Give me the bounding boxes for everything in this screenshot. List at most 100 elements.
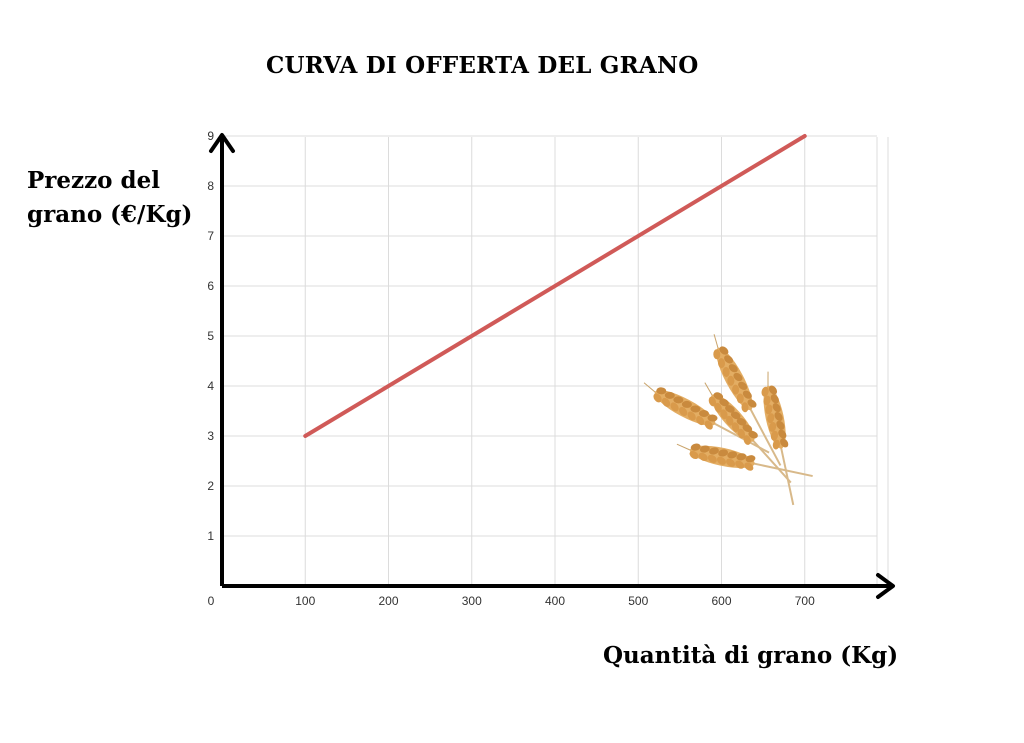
wheat-head xyxy=(710,394,755,442)
wheat-grain xyxy=(743,435,751,445)
wheat-grain xyxy=(696,416,705,426)
chart-title: CURVA DI OFFERTA DEL GRANO xyxy=(266,52,699,79)
wheat-awn xyxy=(704,382,713,396)
wheat-grain xyxy=(742,424,753,433)
wheat-awn xyxy=(713,334,719,349)
x-tick-label: 700 xyxy=(795,594,815,608)
wheat-ear-5 xyxy=(761,371,795,506)
tick-labels: 1 2 3 4 5 6 7 8 9 0 100 200 300 400 500 600 700 xyxy=(207,129,815,608)
wheat-grain xyxy=(770,430,779,441)
wheat-grain xyxy=(736,393,744,404)
wheat-grain xyxy=(690,405,701,413)
wheat-grain xyxy=(656,387,667,395)
wheat-grain xyxy=(716,456,726,465)
wheat-grain xyxy=(698,452,708,461)
y-tick-label: 6 xyxy=(207,279,214,293)
wheat-grain xyxy=(763,395,771,406)
wheat-grain xyxy=(661,397,671,407)
wheat-grain xyxy=(713,392,724,400)
y-axis-label-line-1: Prezzo del xyxy=(27,167,160,194)
series-layer xyxy=(303,134,807,438)
wheat-grain xyxy=(726,415,734,426)
wheat-grain xyxy=(707,414,718,422)
wheat-grain xyxy=(776,420,785,430)
y-tick-label: 4 xyxy=(207,379,214,393)
wheat-grain xyxy=(730,411,741,420)
wheat-grain xyxy=(722,366,730,377)
x-tick-label: 300 xyxy=(462,594,482,608)
x-tick-label: 100 xyxy=(295,594,315,608)
wheat-grain xyxy=(707,454,717,463)
wheat-grain xyxy=(772,403,781,413)
wheat-grain xyxy=(653,393,662,403)
wheat-grain xyxy=(725,405,735,413)
wheat-grain xyxy=(719,398,729,407)
x-tick-label: 400 xyxy=(545,594,565,608)
wheat-ear-3 xyxy=(713,334,782,466)
wheat-grain xyxy=(745,455,756,463)
wheat-grain xyxy=(733,372,743,382)
y-axis-arrow xyxy=(209,133,235,153)
wheat-grain xyxy=(664,391,675,399)
wheat-grain xyxy=(742,390,752,399)
wheat-grain xyxy=(778,429,787,439)
wheat-grain xyxy=(699,445,710,453)
y-tick-label: 1 xyxy=(207,529,214,543)
x-tick-label: 200 xyxy=(378,594,398,608)
y-tick-label: 3 xyxy=(207,429,214,443)
wheat-awn xyxy=(676,443,691,451)
wheat-grain xyxy=(726,458,736,467)
wheat-grain xyxy=(727,375,735,386)
wheat-grain xyxy=(718,358,726,369)
wheat-grain xyxy=(727,451,738,459)
wheat-grain xyxy=(767,413,775,424)
wheat-grain xyxy=(714,402,722,413)
wheat-grain xyxy=(744,462,754,471)
grid xyxy=(222,135,889,586)
wheat-grain xyxy=(735,460,745,469)
wheat-grain xyxy=(713,349,721,360)
wheat-grain xyxy=(732,384,740,395)
y-tick-label: 8 xyxy=(207,179,214,193)
wheat-ear-2 xyxy=(676,443,813,478)
wheat-grain xyxy=(720,409,728,420)
wheat-grain xyxy=(748,430,758,439)
wheat-grain xyxy=(772,439,780,450)
wheat-grain xyxy=(768,385,778,395)
wheat-grain xyxy=(731,422,740,433)
wheat-awn xyxy=(767,371,769,387)
wheat-grain xyxy=(673,396,684,404)
wheat-grain xyxy=(737,428,746,439)
x-tick-label: 600 xyxy=(711,594,731,608)
wheat-ear-1 xyxy=(643,382,770,454)
wheat-grain xyxy=(681,400,692,408)
wheat-ear-4 xyxy=(704,382,792,484)
wheat-grain xyxy=(679,406,688,417)
wheat-grain xyxy=(670,402,679,412)
wheat-grain xyxy=(780,438,789,448)
wheat-grain xyxy=(708,396,717,407)
wheat-grain xyxy=(738,381,748,390)
wheat-grain xyxy=(736,453,747,461)
wheat-grain xyxy=(698,410,709,418)
x-axis-label: Quantità di grano (Kg) xyxy=(603,642,899,669)
wheat-grain xyxy=(687,411,696,421)
y-axis-label-line-2: grano (€/Kg) xyxy=(27,201,193,228)
x-tick-label: 0 xyxy=(208,594,215,608)
y-tick-label: 7 xyxy=(207,229,214,243)
wheat-grain xyxy=(728,364,738,373)
y-tick-label: 5 xyxy=(207,329,214,343)
series-line xyxy=(303,134,807,438)
wheat-grain xyxy=(704,420,713,430)
wheat-grain xyxy=(761,386,769,397)
wheat-illustration xyxy=(643,334,813,506)
y-axis-label: Prezzo del grano (€/Kg) xyxy=(27,164,192,232)
x-tick-label: 500 xyxy=(628,594,648,608)
x-axis-arrow xyxy=(876,573,895,599)
wheat-grain xyxy=(690,443,701,451)
wheat-grain xyxy=(718,449,729,457)
wheat-grain xyxy=(709,447,719,455)
axes xyxy=(209,133,895,599)
